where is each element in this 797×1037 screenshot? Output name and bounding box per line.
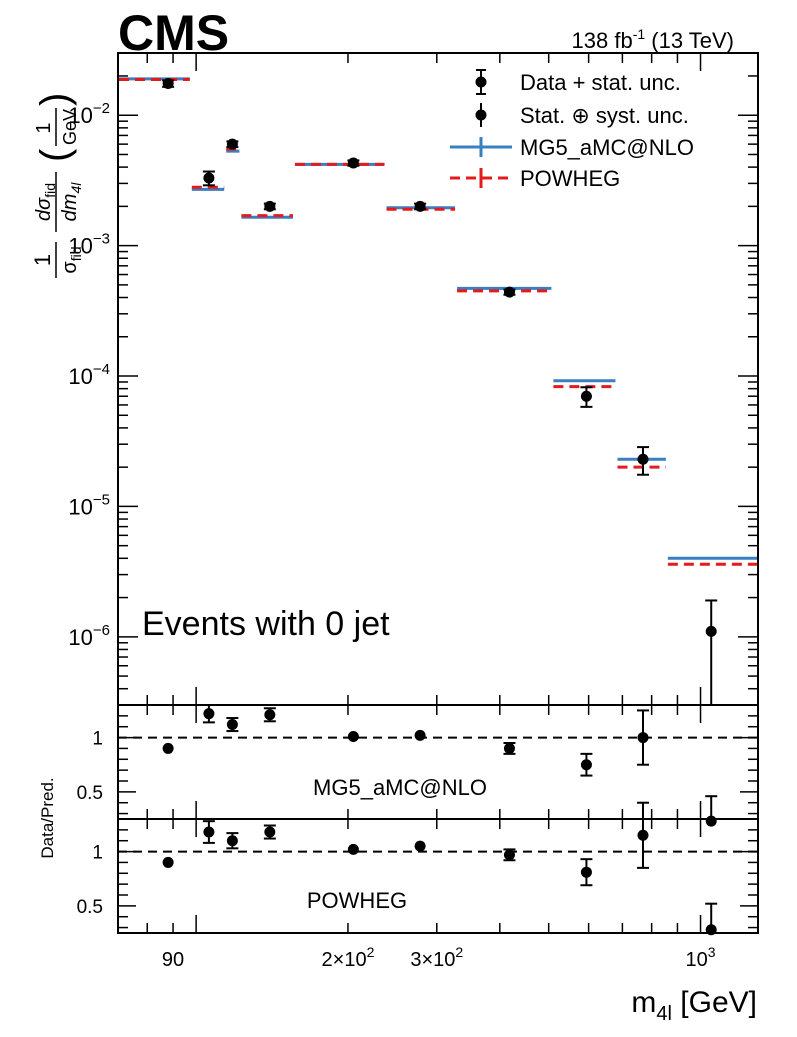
legend-label-powheg: POWHEG xyxy=(520,166,620,191)
y-tick-label: 10−5 xyxy=(68,491,110,519)
ratio-point xyxy=(705,924,717,936)
svg-text:(: ( xyxy=(33,148,77,162)
ratio-point xyxy=(347,730,359,742)
y-tick-label: 10−2 xyxy=(68,100,110,128)
ratio-point xyxy=(503,849,515,861)
ratio-point xyxy=(414,840,426,852)
ratio-point xyxy=(162,742,174,754)
data-point xyxy=(203,172,215,184)
y-tick-label: 10−4 xyxy=(68,361,110,389)
svg-text:σfid: σfid xyxy=(59,246,84,273)
ratio-panel-1-label: MG5_aMC@NLO xyxy=(313,775,487,800)
svg-text:GeV: GeV xyxy=(60,109,80,145)
ratio-point xyxy=(637,829,649,841)
ratio-point xyxy=(203,826,215,838)
ratio-point xyxy=(347,843,359,855)
ratio-panel-2-label: POWHEG xyxy=(307,888,407,913)
prediction-lines xyxy=(119,77,757,566)
data-point xyxy=(414,200,426,212)
tick-labels: 10−6 10−5 10−4 10−3 10−2 90 2×102 3×102 103 0.5 1 0… xyxy=(68,100,715,971)
luminosity-label: 138 fb-1 (13 TeV) xyxy=(572,26,734,53)
data-point xyxy=(705,625,717,637)
ratio-point xyxy=(637,732,649,744)
legend-data-marker xyxy=(475,69,487,95)
ratio-point xyxy=(414,729,426,741)
data-points xyxy=(162,78,718,704)
x-tick-label: 2×102 xyxy=(322,944,375,971)
ratio-point xyxy=(503,742,515,754)
main-y-axis-title: 1 σfid dσfid dm4l ( 1 GeV ) xyxy=(30,93,84,278)
annotation-label: Events with 0 jet xyxy=(142,605,390,643)
ratio-y-tick-label: 0.5 xyxy=(77,783,103,804)
y-tick-label: 10−3 xyxy=(68,231,110,259)
legend-syst-marker xyxy=(475,103,487,127)
svg-text:dσfid: dσfid xyxy=(33,183,58,221)
data-point xyxy=(637,453,649,465)
svg-text:1: 1 xyxy=(30,254,55,266)
legend-mg5-marker xyxy=(450,137,512,157)
data-point xyxy=(264,200,276,212)
ratio-point xyxy=(203,708,215,720)
ratio-y-axis-title: Data/Pred. xyxy=(38,777,57,858)
ratio-y-tick-label: 0.5 xyxy=(77,897,103,918)
ratio-y-tick-label: 1 xyxy=(92,843,103,864)
ratio-point xyxy=(264,709,276,721)
x-axis-ticks xyxy=(117,53,702,933)
legend: Data + stat. unc. Stat. ⊕ syst. unc. MG5… xyxy=(450,69,694,191)
ratio-point xyxy=(580,866,592,878)
data-point xyxy=(347,157,359,169)
data-point xyxy=(580,390,592,402)
ratio-points xyxy=(118,704,758,936)
svg-text:): ) xyxy=(33,93,77,106)
ratio-point xyxy=(264,826,276,838)
svg-text:dm4l: dm4l xyxy=(59,182,84,222)
cms-label: CMS xyxy=(118,5,229,61)
data-point xyxy=(503,286,515,298)
legend-label-syst: Stat. ⊕ syst. unc. xyxy=(520,103,689,128)
svg-text:1: 1 xyxy=(33,122,55,133)
ratio-point xyxy=(226,719,238,731)
data-point xyxy=(162,78,174,90)
legend-label-mg5: MG5_aMC@NLO xyxy=(520,135,694,160)
ratio-point xyxy=(162,856,174,868)
legend-label-data: Data + stat. unc. xyxy=(520,70,681,95)
ratio-y-axis-ticks xyxy=(118,715,758,929)
data-point xyxy=(226,138,238,150)
legend-powheg-marker xyxy=(450,168,512,188)
ratio-point xyxy=(705,815,717,827)
ratio-panel-2-frame xyxy=(117,818,759,934)
x-tick-label: 103 xyxy=(686,944,716,971)
ratio-point xyxy=(580,759,592,771)
y-tick-label: 10−6 xyxy=(68,622,110,650)
ratio-y-tick-label: 1 xyxy=(92,729,103,750)
x-tick-label: 3×102 xyxy=(410,944,463,971)
x-axis-title: m4l [GeV] xyxy=(631,986,757,1025)
x-tick-label: 90 xyxy=(162,949,184,971)
main-y-axis-ticks xyxy=(118,52,758,706)
ratio-point xyxy=(226,835,238,847)
